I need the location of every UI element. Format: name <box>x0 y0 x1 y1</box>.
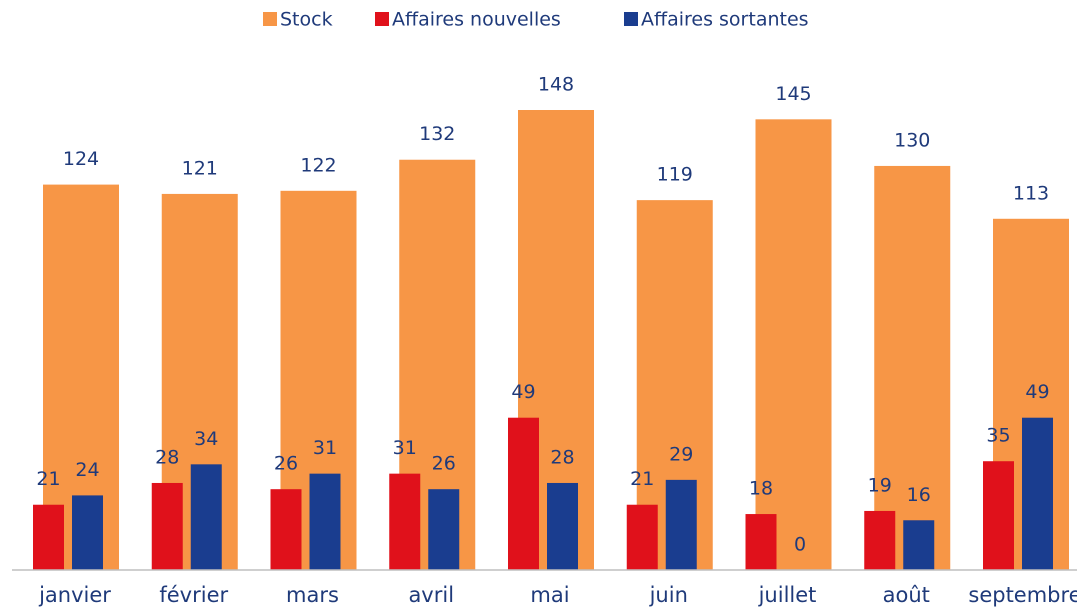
value-label: 26 <box>274 453 298 475</box>
bar <box>309 473 341 570</box>
x-tick-label: septembre <box>968 583 1077 607</box>
bar <box>903 520 935 570</box>
x-tick-label: avril <box>408 583 454 607</box>
legend-label: Affaires sortantes <box>641 9 809 31</box>
bar <box>270 489 302 570</box>
value-label: 124 <box>63 148 99 170</box>
value-label: 31 <box>393 437 417 459</box>
legend-swatch <box>263 12 277 26</box>
value-label: 31 <box>313 437 337 459</box>
value-label: 119 <box>657 164 693 186</box>
value-label: 21 <box>36 468 60 490</box>
legend-swatch <box>624 12 638 26</box>
legend-label: Affaires nouvelles <box>392 9 561 31</box>
x-tick-label: mai <box>530 583 569 607</box>
bar <box>626 504 658 570</box>
bar <box>983 461 1014 570</box>
legend-label: Stock <box>280 9 333 31</box>
value-label: 148 <box>538 74 574 96</box>
bar <box>1022 417 1053 570</box>
value-label: 18 <box>749 478 773 500</box>
bar <box>665 479 697 570</box>
value-label: 28 <box>155 446 179 468</box>
value-label: 24 <box>75 459 99 481</box>
value-label: 49 <box>1025 381 1049 403</box>
bar <box>745 514 777 570</box>
bar <box>190 464 222 570</box>
value-label: 0 <box>794 534 806 556</box>
value-label: 132 <box>419 123 455 145</box>
bar <box>874 165 951 570</box>
value-label: 26 <box>432 453 456 475</box>
x-tick-label: mars <box>286 583 339 607</box>
value-label: 122 <box>300 154 336 176</box>
value-label: 121 <box>182 157 218 179</box>
x-tick-label: février <box>159 583 228 607</box>
legend-swatch <box>375 12 389 26</box>
value-label: 49 <box>511 381 535 403</box>
bar <box>151 482 183 570</box>
bar <box>428 489 460 570</box>
bar <box>33 504 64 570</box>
x-tick-label: août <box>883 583 930 607</box>
value-label: 113 <box>1013 182 1049 204</box>
value-label: 34 <box>194 428 218 450</box>
x-tick-label: janvier <box>38 583 111 607</box>
bar <box>508 417 539 570</box>
bar <box>389 473 421 570</box>
value-label: 16 <box>907 484 931 506</box>
bar <box>864 510 896 570</box>
bar <box>547 482 578 570</box>
value-label: 21 <box>630 468 654 490</box>
value-label: 145 <box>775 83 811 105</box>
value-label: 19 <box>868 474 892 496</box>
bar <box>72 495 103 570</box>
value-label: 130 <box>894 129 930 151</box>
bar <box>755 119 832 570</box>
x-tick-label: juillet <box>758 583 817 607</box>
value-label: 28 <box>550 446 574 468</box>
x-tick-label: juin <box>649 583 688 607</box>
value-label: 35 <box>986 425 1010 447</box>
value-label: 29 <box>669 443 693 465</box>
